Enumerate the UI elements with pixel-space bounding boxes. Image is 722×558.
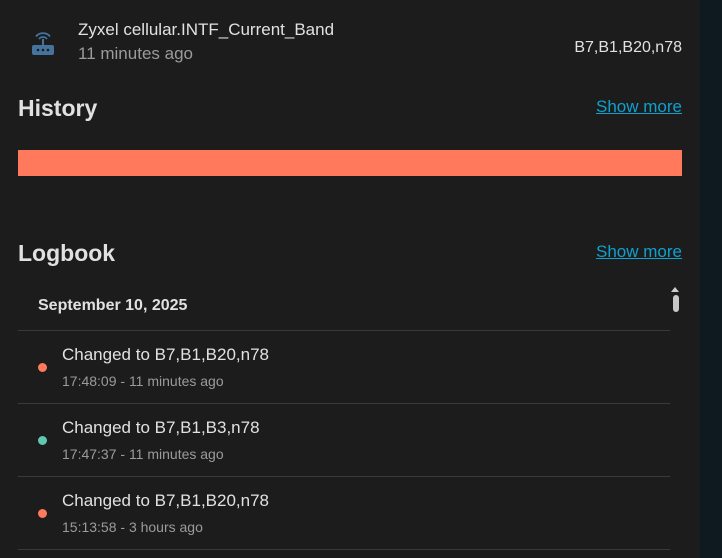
state-dot-icon [38,509,47,518]
logbook-time: 17:48:09 - 11 minutes ago [62,373,224,389]
timeline-segment[interactable] [18,150,682,176]
logbook-entry[interactable]: Changed to B7,B1,B20,n78 17:48:09 - 11 m… [18,331,670,404]
scroll-up-arrow-icon[interactable] [671,287,679,292]
logbook-entry[interactable]: Changed to B7,B1,B20,n78 15:13:58 - 3 ho… [18,477,670,550]
logbook-time: 17:47:37 - 11 minutes ago [62,446,224,462]
logbook-message: Changed to B7,B1,B20,n78 [62,345,269,364]
logbook-title: Logbook [18,240,116,266]
logbook-message: Changed to B7,B1,B3,n78 [62,418,260,437]
history-title: History [18,95,98,121]
logbook-message: Changed to B7,B1,B20,n78 [62,491,269,510]
logbook-time: 15:13:58 - 3 hours ago [62,519,203,535]
logbook-entry[interactable]: Changed to B7,B1,B3,n78 17:47:37 - 11 mi… [18,404,670,477]
logbook-date-header: September 10, 2025 [18,282,670,331]
logbook-show-more-link[interactable]: Show more [596,242,682,261]
scrollbar-thumb[interactable] [673,295,679,312]
logbook-list: September 10, 2025 Changed to B7,B1,B20,… [18,282,670,550]
entity-header[interactable]: Zyxel cellular.INTF_Current_Band 11 minu… [0,0,700,80]
entity-name: Zyxel cellular.INTF_Current_Band [78,20,335,39]
more-info-dialog: Zyxel cellular.INTF_Current_Band 11 minu… [0,0,700,558]
router-wireless-icon [32,32,54,55]
history-timeline[interactable] [18,150,682,176]
state-dot-icon [38,436,47,445]
state-dot-icon [38,363,47,372]
entity-last-changed: 11 minutes ago [78,44,193,63]
entity-state: B7,B1,B20,n78 [574,39,682,56]
history-show-more-link[interactable]: Show more [596,97,682,116]
